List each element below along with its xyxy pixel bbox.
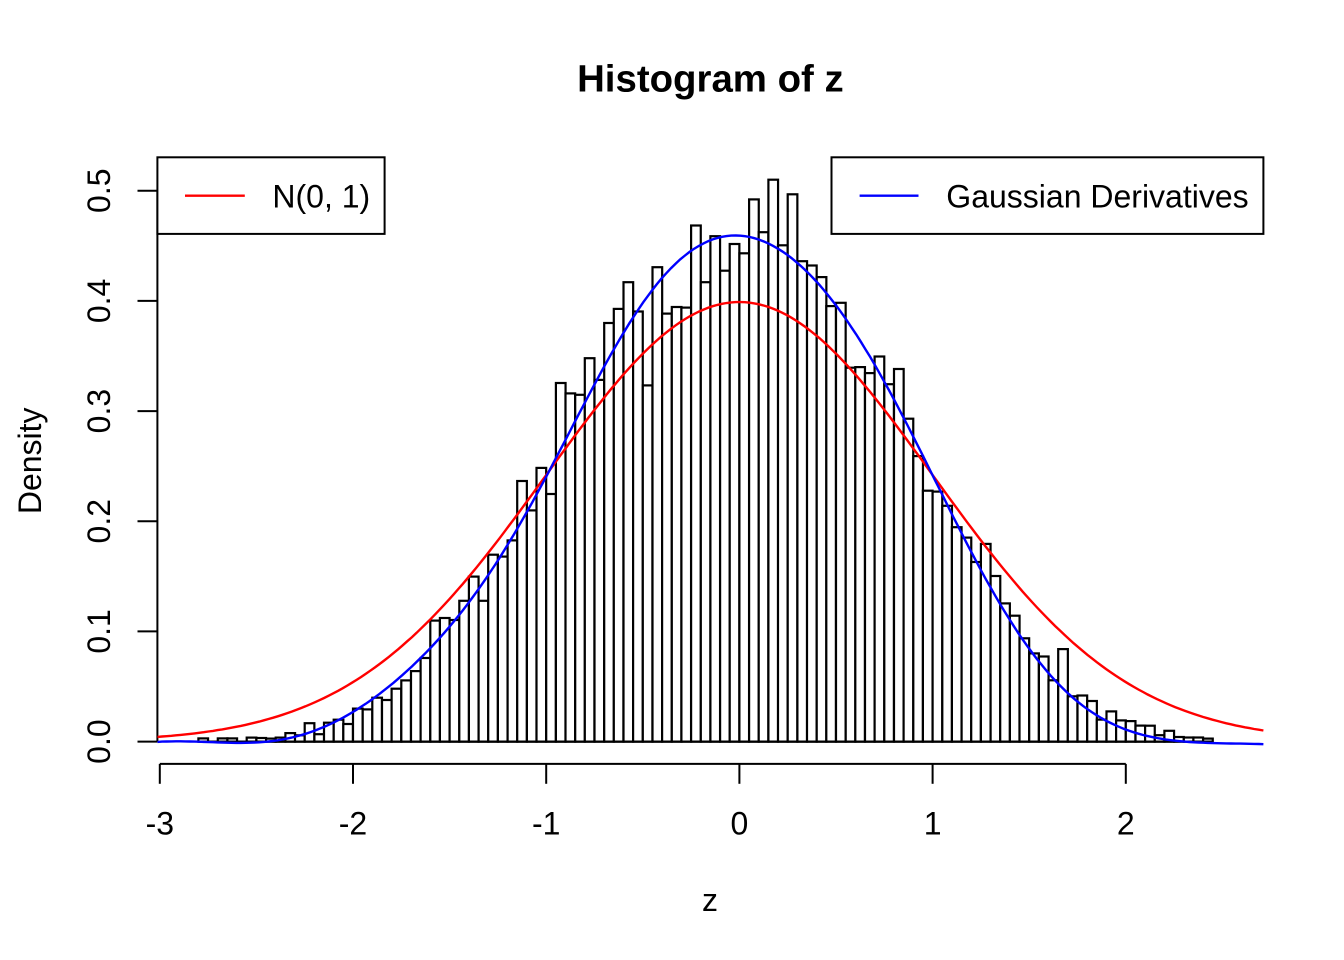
- svg-text:Gaussian Derivatives: Gaussian Derivatives: [946, 178, 1248, 214]
- svg-text:0.4: 0.4: [81, 279, 117, 323]
- svg-text:Histogram of z: Histogram of z: [577, 57, 844, 100]
- svg-text:2: 2: [1117, 806, 1135, 842]
- svg-text:Density: Density: [12, 407, 48, 514]
- svg-text:N(0, 1): N(0, 1): [272, 178, 370, 214]
- svg-text:0.1: 0.1: [81, 609, 117, 653]
- svg-text:0.0: 0.0: [81, 719, 117, 763]
- svg-text:1: 1: [924, 806, 942, 842]
- svg-text:-3: -3: [146, 806, 174, 842]
- svg-text:-1: -1: [532, 806, 560, 842]
- svg-text:0.2: 0.2: [81, 499, 117, 543]
- svg-text:0.3: 0.3: [81, 389, 117, 433]
- svg-text:0.5: 0.5: [81, 168, 117, 212]
- svg-text:z: z: [702, 882, 718, 918]
- svg-text:0: 0: [731, 806, 749, 842]
- svg-text:-2: -2: [339, 806, 367, 842]
